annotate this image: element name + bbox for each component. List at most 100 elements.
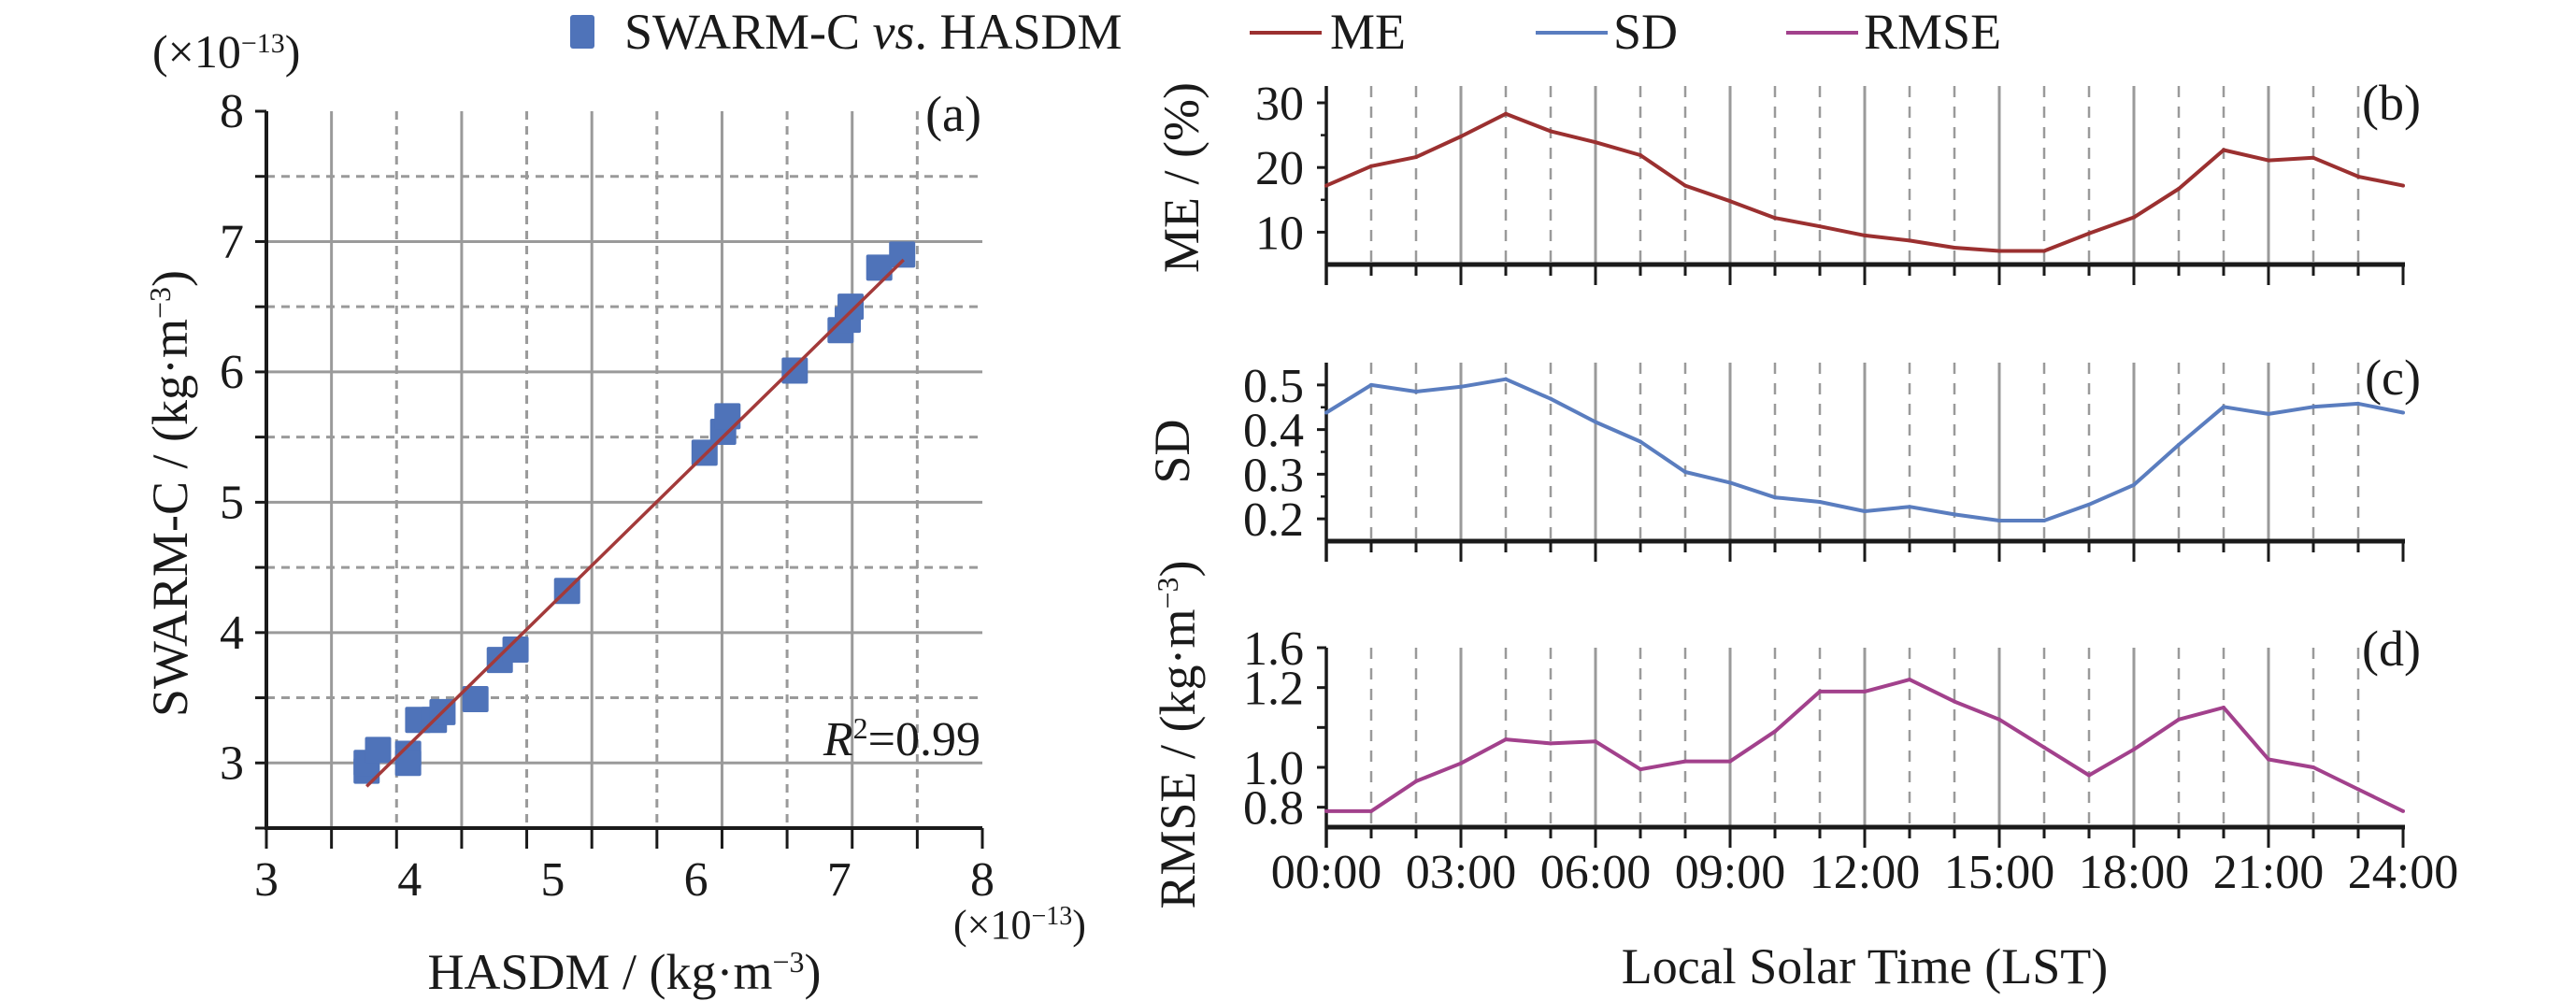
panel-b: 10 20 30 (b) ME / (%) [1153,75,2421,285]
y-tick-label: 8 [220,85,244,138]
data-point [1594,420,1597,424]
data-point [2311,765,2315,769]
legend-label-sd: SD [1613,4,1678,60]
data-point [1908,238,1911,243]
data-point [1728,759,1732,764]
y-scale-note-exponent: −13 [241,28,285,59]
data-point [1683,469,1687,474]
data-point [1818,689,1822,694]
data-point [1818,224,1822,229]
y-axis-label-d-main: RMSE / (kg·m [1150,609,1206,909]
y-axis-label-d-exponent: −3 [1151,577,1184,608]
data-point [2222,148,2225,152]
x-tick-label: 8 [970,853,995,907]
data-point [1908,505,1911,509]
regression-line [365,258,905,788]
x-axis-label-a-main: HASDM / (kg·m [427,944,772,1000]
x-tick-label: 21:00 [2213,846,2324,899]
scatter-point [866,254,893,281]
y-tick-label: 0.8 [1243,782,1304,836]
data-point [2042,745,2046,750]
legend-swatch-scatter [570,15,594,49]
y-tick-label: 0.2 [1243,493,1304,547]
data-point [1369,808,1373,813]
data-point [2401,808,2405,813]
x-axis-label-a-close: ) [805,944,822,1000]
data-point [2311,405,2315,409]
data-point [1459,761,1463,765]
data-point [1324,808,1328,813]
data-point [1863,509,1867,514]
x-scale-note-close: ) [1072,902,1086,948]
data-point [2267,411,2270,416]
data-point [1549,396,1553,401]
data-point [1683,759,1687,764]
y-tick-label: 5 [220,476,244,529]
y-axis-label-a-exponent: −3 [143,287,177,319]
data-point [1728,199,1732,204]
x-tick-label: 09:00 [1675,846,1785,899]
data-point [2132,482,2136,487]
panel-label-a: (a) [925,86,981,142]
y-axis-label-d-close: ) [1150,560,1206,577]
scatter-point [365,736,392,764]
y-tick-label: 0.3 [1243,449,1304,502]
x-tick-label: 15:00 [1944,846,2054,899]
data-point [1324,410,1328,415]
data-point [2222,706,2225,709]
y-tick-label: 10 [1255,207,1304,260]
data-point [1997,717,2001,722]
y-scale-note-close: ) [285,25,301,78]
scatter-point [889,241,916,268]
data-point [2401,183,2405,188]
data-point [1414,155,1418,160]
data-point [2356,787,2360,792]
data-point [2087,231,2091,236]
legend-scatter-italic: vs [873,4,915,60]
data-point [1863,689,1867,694]
y-axis-label-c: SD [1144,419,1200,483]
x-tick-label: 7 [827,853,852,907]
data-point [1683,183,1687,188]
x-axis-label-a: HASDM / (kg·m−3) [427,944,821,1000]
y-axis-label-a: SWARM-C / (kg·m−3) [142,270,198,717]
data-point [1504,377,1508,381]
x-tick-label: 06:00 [1540,846,1651,899]
r-squared-symbol: R [823,713,853,766]
x-axis-label: Local Solar Time (LST) [1622,938,2108,994]
panel-label-d: (d) [2362,621,2421,677]
data-point [2087,773,2091,778]
data-point [1639,153,1642,158]
x-axis-label-a-exponent: −3 [772,945,804,979]
data-point [1773,216,1777,221]
r-squared-annotation: R2=0.99 [823,711,980,766]
r-squared-exponent: 2 [853,711,868,745]
y-scale-note: (×10−13) [152,25,300,78]
data-point [1459,384,1463,389]
r-squared-value: =0.99 [868,713,980,766]
x-scale-note: (×10−13) [953,902,1086,949]
data-point [1639,767,1642,772]
panel-d: 0.81.0 1.21.6 (d) RMSE / (kg·m−3) 00:00 03:00… [1150,560,2458,994]
scatter-point [781,357,809,384]
data-point [1773,729,1777,734]
data-point [1953,246,1956,250]
data-point [1953,699,1956,704]
data-point [2356,401,2360,406]
data-point [1863,233,1867,237]
legend-label-rmse: RMSE [1864,4,2001,60]
x-scale-note-exponent: −13 [1031,902,1072,931]
legend: SWARM-C vs. HASDM ME SD RMSE [570,4,2001,60]
data-point [2222,405,2225,409]
data-point [1728,480,1732,485]
data-point [1459,134,1463,138]
x-tick-label: 4 [397,853,422,907]
data-point [2042,249,2046,253]
data-point [2177,717,2181,722]
data-point [1369,164,1373,168]
data-point [2132,747,2136,751]
y-tick-label: 1.6 [1243,622,1304,676]
x-tick-label: 03:00 [1406,846,1516,899]
x-tick-label: 00:00 [1271,846,1381,899]
